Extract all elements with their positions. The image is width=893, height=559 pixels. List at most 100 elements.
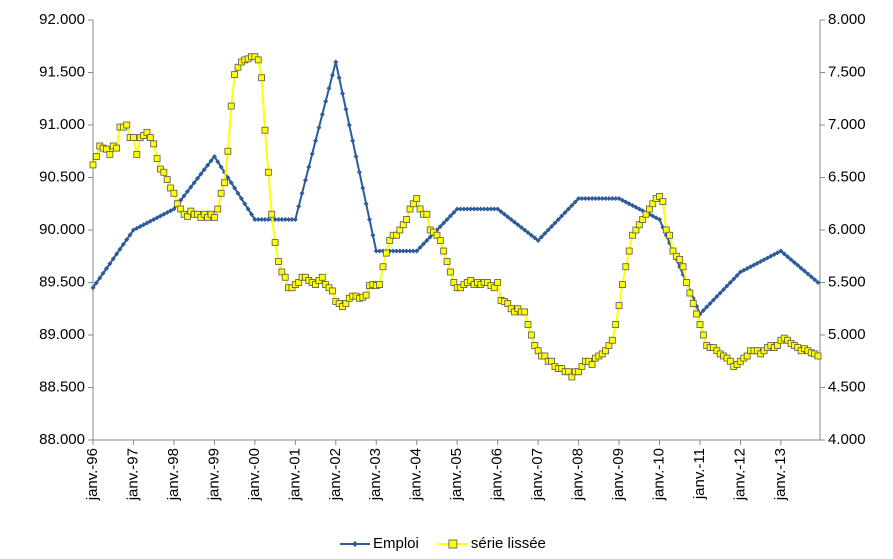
point xyxy=(123,121,131,129)
point xyxy=(161,211,167,217)
x-tick-label: janv.-06 xyxy=(489,448,506,501)
point xyxy=(281,273,289,281)
point xyxy=(714,293,720,299)
point xyxy=(286,217,292,222)
point xyxy=(413,195,421,202)
y-tick-label: 88.500 xyxy=(39,378,85,395)
point xyxy=(623,199,629,205)
point xyxy=(549,224,555,230)
point xyxy=(299,190,305,196)
point xyxy=(636,206,642,212)
point xyxy=(761,257,767,263)
y2-tick-label: 5.000 xyxy=(828,326,866,343)
point xyxy=(565,206,571,212)
point xyxy=(154,215,160,221)
point xyxy=(592,196,598,201)
point xyxy=(555,217,561,222)
point xyxy=(512,219,518,225)
point xyxy=(704,304,710,310)
legend-marker xyxy=(352,541,358,547)
point xyxy=(721,287,727,293)
point xyxy=(404,248,410,254)
point xyxy=(367,217,373,222)
point xyxy=(282,217,288,222)
point xyxy=(606,196,612,201)
point xyxy=(815,280,821,285)
point xyxy=(538,234,544,240)
point xyxy=(458,206,464,212)
point xyxy=(110,256,116,262)
point xyxy=(754,260,760,266)
point xyxy=(362,291,370,299)
point xyxy=(171,206,177,212)
point xyxy=(440,247,448,255)
point xyxy=(144,220,150,226)
point xyxy=(778,248,784,254)
point xyxy=(525,230,531,236)
point xyxy=(309,151,315,157)
point xyxy=(231,71,239,78)
y-tick-label: 89.000 xyxy=(39,326,85,343)
point xyxy=(201,167,207,173)
point xyxy=(737,269,743,275)
point xyxy=(474,206,480,212)
point xyxy=(613,196,619,201)
point xyxy=(100,270,106,276)
point xyxy=(653,215,659,221)
point xyxy=(113,144,121,152)
point xyxy=(808,274,814,280)
point xyxy=(521,308,529,316)
point xyxy=(609,196,615,201)
point xyxy=(562,209,568,215)
x-tick-label: janv.-98 xyxy=(165,448,182,501)
point xyxy=(242,201,248,207)
point xyxy=(195,175,201,181)
series-line xyxy=(92,61,819,316)
point xyxy=(505,214,511,220)
point xyxy=(373,248,379,254)
x-tick-label: janv.-99 xyxy=(205,448,222,501)
point xyxy=(259,217,265,222)
point xyxy=(97,275,103,281)
y2-tick-label: 6.500 xyxy=(828,168,866,185)
point xyxy=(410,248,416,254)
point xyxy=(508,217,514,222)
point xyxy=(625,247,633,255)
point xyxy=(545,227,551,233)
point xyxy=(215,159,221,165)
point xyxy=(134,225,140,231)
point xyxy=(524,321,532,328)
point xyxy=(552,220,558,226)
point xyxy=(515,222,521,228)
point xyxy=(608,336,616,344)
point xyxy=(272,217,278,222)
point xyxy=(228,180,234,186)
point xyxy=(414,248,420,254)
point xyxy=(785,254,791,260)
point xyxy=(535,238,541,243)
point xyxy=(390,248,396,254)
point xyxy=(700,308,706,314)
y2-tick-label: 4.000 xyxy=(828,431,866,448)
point xyxy=(532,235,538,241)
point xyxy=(699,331,707,339)
point xyxy=(313,138,319,144)
point xyxy=(494,279,502,286)
point xyxy=(781,251,787,257)
point xyxy=(124,237,130,243)
y-tick-label: 92.000 xyxy=(39,11,85,28)
point xyxy=(275,258,282,265)
point xyxy=(612,321,620,328)
point xyxy=(170,189,178,197)
point xyxy=(542,230,548,236)
point xyxy=(424,238,430,243)
point xyxy=(734,272,740,278)
point xyxy=(90,285,96,291)
point xyxy=(221,179,228,187)
point xyxy=(696,321,704,328)
point xyxy=(245,206,251,212)
point xyxy=(127,232,133,238)
point xyxy=(437,224,443,230)
point xyxy=(444,217,450,222)
point xyxy=(232,185,238,191)
